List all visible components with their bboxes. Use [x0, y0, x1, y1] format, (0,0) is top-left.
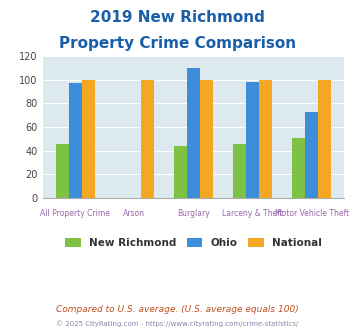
Bar — [174, 146, 187, 198]
Text: Property Crime Comparison: Property Crime Comparison — [59, 36, 296, 51]
Text: 2019 New Richmond: 2019 New Richmond — [90, 10, 265, 25]
Bar — [141, 80, 154, 198]
Legend: New Richmond, Ohio, National: New Richmond, Ohio, National — [61, 234, 326, 252]
Text: Larceny & Theft: Larceny & Theft — [222, 209, 283, 218]
Text: Motor Vehicle Theft: Motor Vehicle Theft — [275, 209, 349, 218]
Bar — [246, 82, 259, 198]
Text: © 2025 CityRating.com - https://www.cityrating.com/crime-statistics/: © 2025 CityRating.com - https://www.city… — [56, 321, 299, 327]
Bar — [259, 80, 272, 198]
Bar — [187, 68, 200, 198]
Text: All Property Crime: All Property Crime — [40, 209, 110, 218]
Bar — [69, 83, 82, 198]
Bar — [82, 80, 95, 198]
Bar — [200, 80, 213, 198]
Bar — [318, 80, 331, 198]
Text: Burglary: Burglary — [177, 209, 210, 218]
Bar — [233, 144, 246, 198]
Text: Arson: Arson — [123, 209, 145, 218]
Text: Compared to U.S. average. (U.S. average equals 100): Compared to U.S. average. (U.S. average … — [56, 305, 299, 314]
Bar — [56, 144, 69, 198]
Bar — [292, 138, 305, 198]
Bar — [305, 112, 318, 198]
